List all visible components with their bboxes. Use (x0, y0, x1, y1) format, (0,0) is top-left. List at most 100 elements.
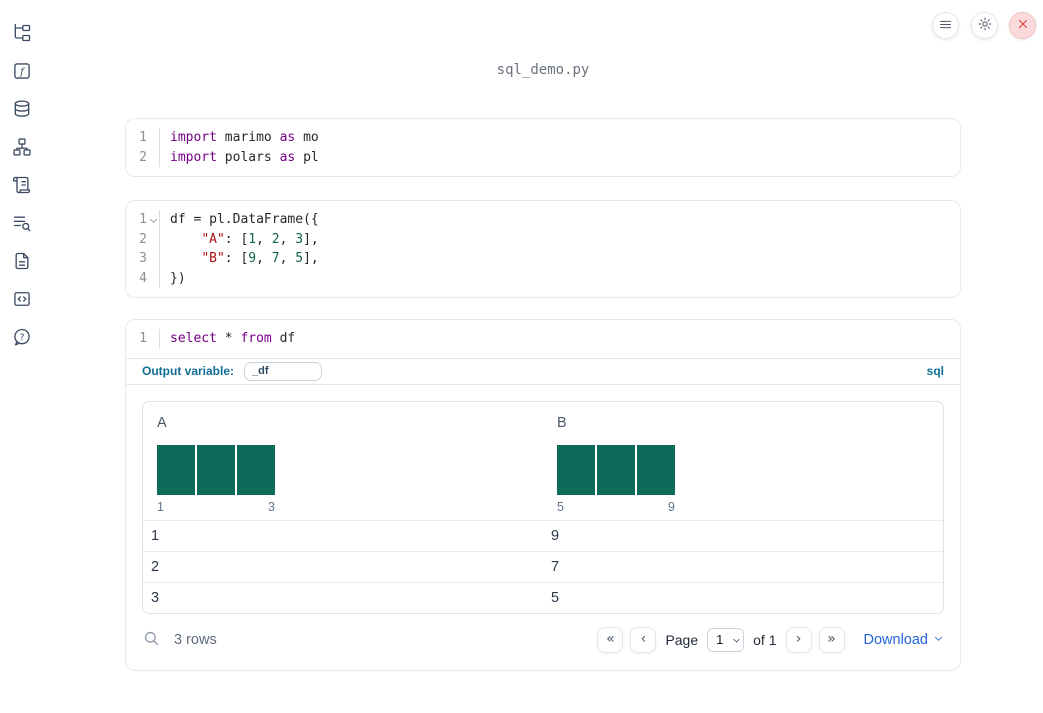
dependency-graph-icon (12, 137, 32, 160)
line-number: 2 (126, 229, 160, 249)
page-of-label: of 1 (753, 631, 777, 648)
code-line: 4}) (126, 268, 960, 288)
function-icon: f (12, 61, 32, 84)
chevrons-left-icon: « (606, 630, 615, 647)
output-variable-row: Output variable: sql (126, 357, 960, 385)
code-text: }) (170, 270, 186, 286)
download-button[interactable]: Download (864, 632, 945, 648)
histogram-bar (197, 444, 235, 495)
histogram-bar (237, 444, 275, 495)
chevron-down-icon (933, 632, 944, 648)
histogram-range-labels: 5 9 (557, 500, 675, 514)
code-text: select * from df (170, 331, 296, 346)
code-cell-dataframe: 1 df = pl.DataFrame({2 "A": [1, 2, 3], 3 "… (125, 200, 961, 298)
histogram-bar (597, 444, 635, 495)
output-variable-label: Output variable: (142, 364, 235, 378)
code-line: 1 import marimo as mo (126, 128, 960, 148)
gear-icon (977, 16, 993, 35)
code-line: 1 select * from df (126, 329, 960, 349)
file-tree-icon (12, 23, 32, 46)
code-text: import polars as pl (170, 149, 319, 165)
code-snippet-icon (12, 289, 32, 312)
notebook-menu-button[interactable] (932, 12, 959, 39)
fold-caret-icon[interactable] (149, 215, 158, 224)
code-text: df = pl.DataFrame({ (170, 212, 319, 227)
code-cell-imports: 1 import marimo as mo 2 import polars as pl (125, 118, 961, 177)
last-page-button[interactable]: » (818, 626, 845, 653)
table-cell: 2 (151, 558, 160, 575)
code-editor[interactable]: 1 df = pl.DataFrame({2 "A": [1, 2, 3], 3 "… (126, 201, 960, 297)
previous-page-button[interactable]: ‹ (630, 626, 657, 653)
column-header-b[interactable]: B 5 9 (543, 402, 943, 520)
table-cell: 1 (151, 527, 160, 544)
code-line: 2 "A": [1, 2, 3], (126, 229, 960, 249)
histogram-bar (637, 444, 675, 495)
sidebar-item-dependency-graph[interactable] (11, 137, 33, 159)
page-label: Page (665, 631, 699, 648)
shutdown-button[interactable] (1009, 12, 1036, 39)
histogram-min-label: 1 (157, 499, 164, 514)
table-row[interactable]: 1 9 (143, 519, 943, 551)
document-icon (12, 251, 32, 274)
sidebar-item-variables[interactable]: f (11, 61, 33, 83)
code-line: 2 import polars as pl (126, 147, 960, 167)
histogram-max-label: 3 (268, 499, 275, 514)
chevron-right-icon: › (795, 630, 802, 647)
column-histogram (157, 444, 275, 495)
table-header: A 1 3 B 5 9 (143, 402, 943, 520)
line-number: 2 (126, 147, 160, 167)
sidebar-item-file-explorer[interactable] (11, 23, 33, 45)
code-line: 3 "B": [9, 7, 5], (126, 249, 960, 269)
search-icon (142, 629, 161, 651)
sidebar-item-tracebacks[interactable] (11, 213, 33, 235)
table-cell: 9 (551, 527, 560, 544)
table-row[interactable]: 2 7 (143, 550, 943, 582)
download-label: Download (863, 631, 929, 648)
table-footer: 3 rows « ‹ Page 1 of 1 › » Downl (142, 623, 944, 657)
table-cell: 5 (551, 589, 560, 606)
sidebar-item-documentation[interactable] (11, 251, 33, 273)
search-button[interactable] (142, 629, 161, 651)
histogram-max-label: 9 (668, 499, 675, 514)
notebook: sql_demo.py 1 import marimo as mo 2 import … (125, 0, 961, 671)
histogram-range-labels: 1 3 (157, 500, 275, 514)
histogram-bar (557, 444, 595, 495)
menu-icon (938, 17, 953, 35)
language-badge: sql (926, 364, 944, 378)
page-select[interactable]: 1 (707, 627, 745, 652)
sql-editor[interactable]: 1 select * from df (126, 320, 960, 358)
first-page-button[interactable]: « (597, 626, 624, 653)
next-page-button[interactable]: › (785, 626, 812, 653)
sidebar-item-datasources[interactable] (11, 99, 33, 121)
code-text: "B": [9, 7, 5], (201, 251, 319, 266)
sidebar-item-help[interactable]: ? (11, 327, 33, 349)
line-number: 1 (126, 210, 160, 230)
chevrons-right-icon: » (827, 630, 836, 647)
code-text: import marimo as mo (170, 130, 319, 145)
histogram-min-label: 5 (557, 499, 564, 514)
line-number: 4 (126, 268, 160, 288)
table-cell: 7 (551, 558, 560, 575)
column-header-a[interactable]: A 1 3 (143, 402, 543, 520)
column-name: B (557, 414, 567, 431)
svg-text:?: ? (20, 331, 25, 342)
output-variable-input[interactable] (244, 361, 323, 381)
svg-text:f: f (19, 66, 26, 77)
close-icon (1016, 17, 1030, 34)
settings-button[interactable] (971, 12, 998, 39)
sidebar-item-logs[interactable] (11, 175, 33, 197)
database-icon (12, 99, 32, 122)
data-table: A 1 3 B 5 9 (142, 400, 944, 614)
code-text: "A": [1, 2, 3], (201, 231, 319, 247)
line-number: 3 (126, 249, 160, 269)
pagination: « ‹ Page 1 of 1 › » Download (597, 626, 945, 653)
line-number: 1 (126, 329, 160, 349)
notebook-filename: sql_demo.py (496, 62, 590, 78)
table-row[interactable]: 3 5 (143, 581, 943, 613)
page-select-wrap: 1 (707, 627, 745, 652)
sidebar-item-snippets[interactable] (11, 289, 33, 311)
column-histogram (557, 444, 675, 495)
help-icon: ? (12, 327, 32, 350)
sidebar: f ? (0, 0, 44, 713)
code-editor[interactable]: 1 import marimo as mo 2 import polars as pl (126, 119, 960, 176)
